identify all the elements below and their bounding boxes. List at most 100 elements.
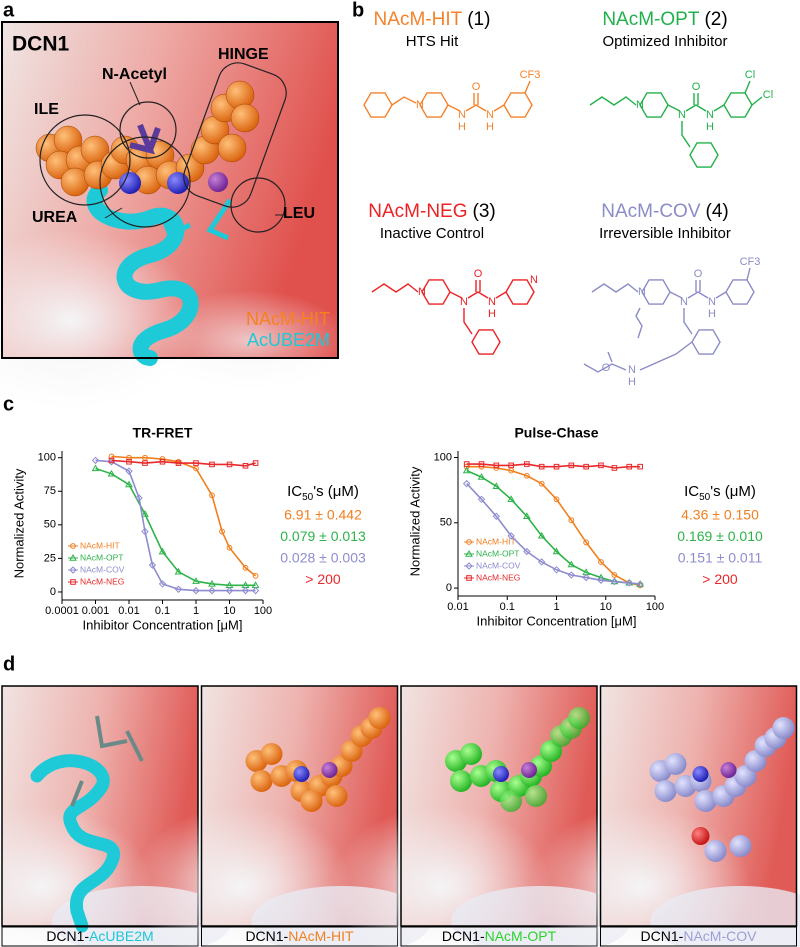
point: [582, 573, 590, 582]
bond: [685, 104, 707, 112]
ring: [723, 92, 753, 118]
x-tick-label: 0.1: [500, 601, 515, 613]
point: [524, 461, 530, 467]
x-tick-label: 10: [600, 601, 612, 613]
bond: [635, 307, 643, 339]
x-axis-label: Inhibitor Concentration [μM]: [477, 613, 637, 628]
legend-label: NAcM-OPT: [80, 552, 123, 562]
legend-label: NAcM-HIT: [80, 540, 120, 550]
atom-label: N: [678, 109, 686, 121]
atom-label: CF3: [740, 256, 761, 268]
x-tick-label: 1: [193, 605, 199, 617]
atom: [460, 743, 482, 765]
legend-marker: [465, 562, 473, 570]
bond: [667, 104, 681, 112]
ring: [689, 142, 719, 168]
x-tick-label: 100: [646, 601, 664, 613]
caption-name: NAcM-COV: [683, 928, 757, 944]
ic50-rest: 's (μM): [313, 483, 359, 500]
series-line: [466, 463, 641, 469]
atom-label: H: [708, 308, 716, 320]
atom: [691, 827, 710, 845]
atom-label: N: [460, 296, 468, 308]
point: [192, 577, 200, 584]
point: [597, 576, 605, 584]
point: [598, 462, 604, 469]
bond: [669, 291, 683, 299]
point: [108, 457, 115, 464]
bond: [467, 291, 489, 299]
point: [523, 472, 530, 479]
atom: [217, 133, 247, 163]
bond: [715, 291, 727, 299]
bond: [495, 291, 507, 299]
point: [552, 547, 561, 555]
legend-marker: [69, 553, 77, 561]
atom: [325, 785, 348, 807]
point: [107, 469, 116, 477]
atom-label: H: [458, 121, 466, 133]
point: [241, 586, 250, 595]
ring: [639, 92, 669, 118]
caption: DCN1-NAcM-OPT: [442, 928, 557, 944]
panel-letter: b: [352, 0, 364, 21]
surface-shade: [650, 886, 800, 947]
point: [209, 461, 215, 468]
caption: DCN1-NAcM-COV: [641, 928, 758, 944]
compound-name: NAcM-HIT: [374, 9, 463, 30]
series-line: [111, 455, 257, 577]
ring: [641, 279, 671, 305]
ic50-value: 0.151 ± 0.011: [678, 550, 763, 566]
point: [226, 544, 233, 551]
ic50-main: IC: [684, 483, 699, 500]
atom-label: N: [530, 274, 538, 286]
point: [477, 473, 486, 480]
bond: [493, 104, 505, 112]
point: [208, 579, 216, 587]
point: [493, 462, 500, 469]
point: [553, 496, 560, 503]
atom: [493, 766, 509, 782]
x-tick-label: 0.0001: [45, 605, 79, 617]
point: [508, 462, 514, 469]
bond: [583, 363, 627, 373]
compound-subtitle: Irreversible Inhibitor: [599, 225, 731, 242]
atom-label: H: [706, 121, 714, 133]
atom-label: H: [488, 308, 496, 320]
point: [158, 547, 167, 555]
legend-label: NAcM-OPT: [476, 548, 519, 558]
atom: [300, 790, 323, 812]
caption-name: NAcM-HIT: [288, 928, 354, 944]
atom: [729, 835, 752, 857]
point: [625, 579, 633, 587]
point: [125, 467, 133, 475]
point: [141, 527, 149, 536]
atom: [694, 790, 717, 812]
caption-name: AcUBE2M: [89, 928, 154, 944]
atom: [450, 770, 472, 792]
outline: [39, 114, 131, 206]
ic50-value: 0.169 ± 0.010: [677, 528, 763, 544]
atom: [500, 790, 522, 812]
caption: DCN1-NAcM-HIT: [245, 928, 354, 944]
point: [126, 454, 132, 461]
panel-a-title: DCN1: [12, 33, 69, 56]
point: [610, 577, 619, 586]
point: [636, 580, 644, 588]
helix: [86, 182, 199, 366]
ic50-header: IC50's (μM): [684, 483, 756, 503]
x-tick-label: 0.1: [155, 605, 170, 617]
point: [568, 517, 575, 524]
atom: [654, 780, 677, 802]
caption: DCN1-AcUBE2M: [46, 928, 153, 944]
side-chain: [157, 198, 233, 241]
point: [463, 461, 470, 467]
render-frame: [599, 685, 798, 927]
site-label: UREA: [32, 209, 78, 226]
side-chain: [70, 715, 144, 807]
point: [537, 531, 546, 539]
point: [135, 494, 143, 502]
ic50-value: 0.028 ± 0.003: [280, 550, 366, 566]
